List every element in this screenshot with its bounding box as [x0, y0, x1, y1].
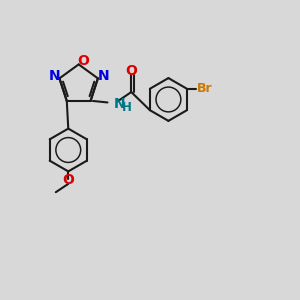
Text: H: H — [122, 101, 132, 114]
Text: N: N — [98, 69, 109, 83]
Text: O: O — [77, 54, 89, 68]
Text: O: O — [125, 64, 137, 78]
Text: Br: Br — [196, 82, 212, 95]
Text: O: O — [62, 173, 74, 187]
Text: N: N — [113, 97, 125, 111]
Text: N: N — [48, 69, 60, 83]
